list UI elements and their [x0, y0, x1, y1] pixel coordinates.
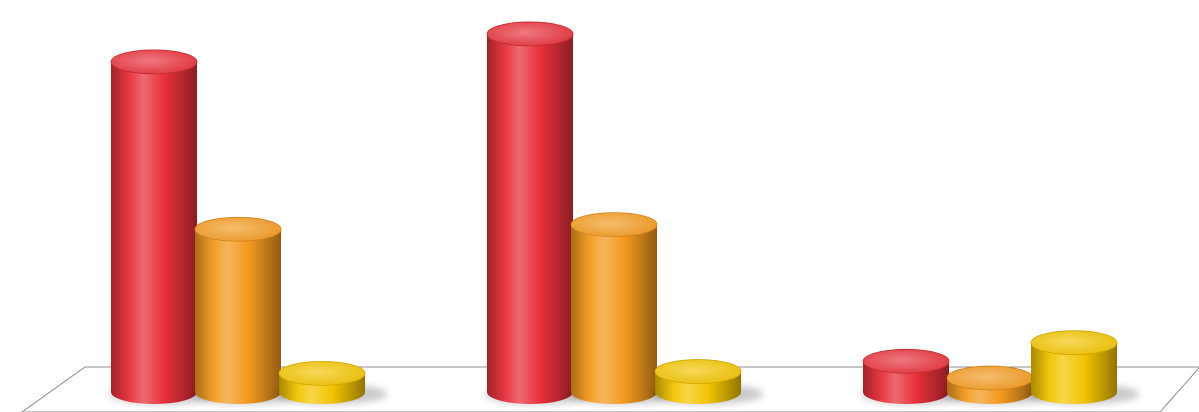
bar-body — [487, 33, 573, 404]
bar-body — [1031, 342, 1117, 404]
bar-top-cap — [946, 365, 1034, 391]
bar-2-series-2 — [569, 212, 679, 404]
bar-3-series-3 — [1029, 330, 1139, 404]
bar-top-cap — [570, 212, 658, 238]
bar-top-cap — [278, 360, 366, 386]
bar-series-group — [109, 21, 1139, 404]
bar-2-series-1 — [485, 21, 595, 404]
bar-2-series-3 — [653, 359, 763, 404]
bar-top-cap — [110, 49, 198, 75]
bar-3-series-1 — [861, 348, 971, 404]
bar-1-series-3 — [277, 360, 387, 404]
bar-body — [947, 378, 1033, 404]
bar-body — [195, 229, 281, 404]
bar-1-series-1 — [109, 49, 219, 404]
bar-body — [571, 224, 657, 404]
bar-top-cap — [486, 21, 574, 47]
bar-top-cap — [1030, 330, 1118, 356]
bar-top-cap — [654, 359, 742, 384]
bar-top-cap — [194, 216, 282, 242]
bar-body — [111, 61, 197, 404]
bar-1-series-2 — [193, 216, 303, 404]
bar-body — [279, 373, 365, 404]
bar-top-cap — [862, 348, 950, 374]
bar-body — [655, 371, 741, 404]
